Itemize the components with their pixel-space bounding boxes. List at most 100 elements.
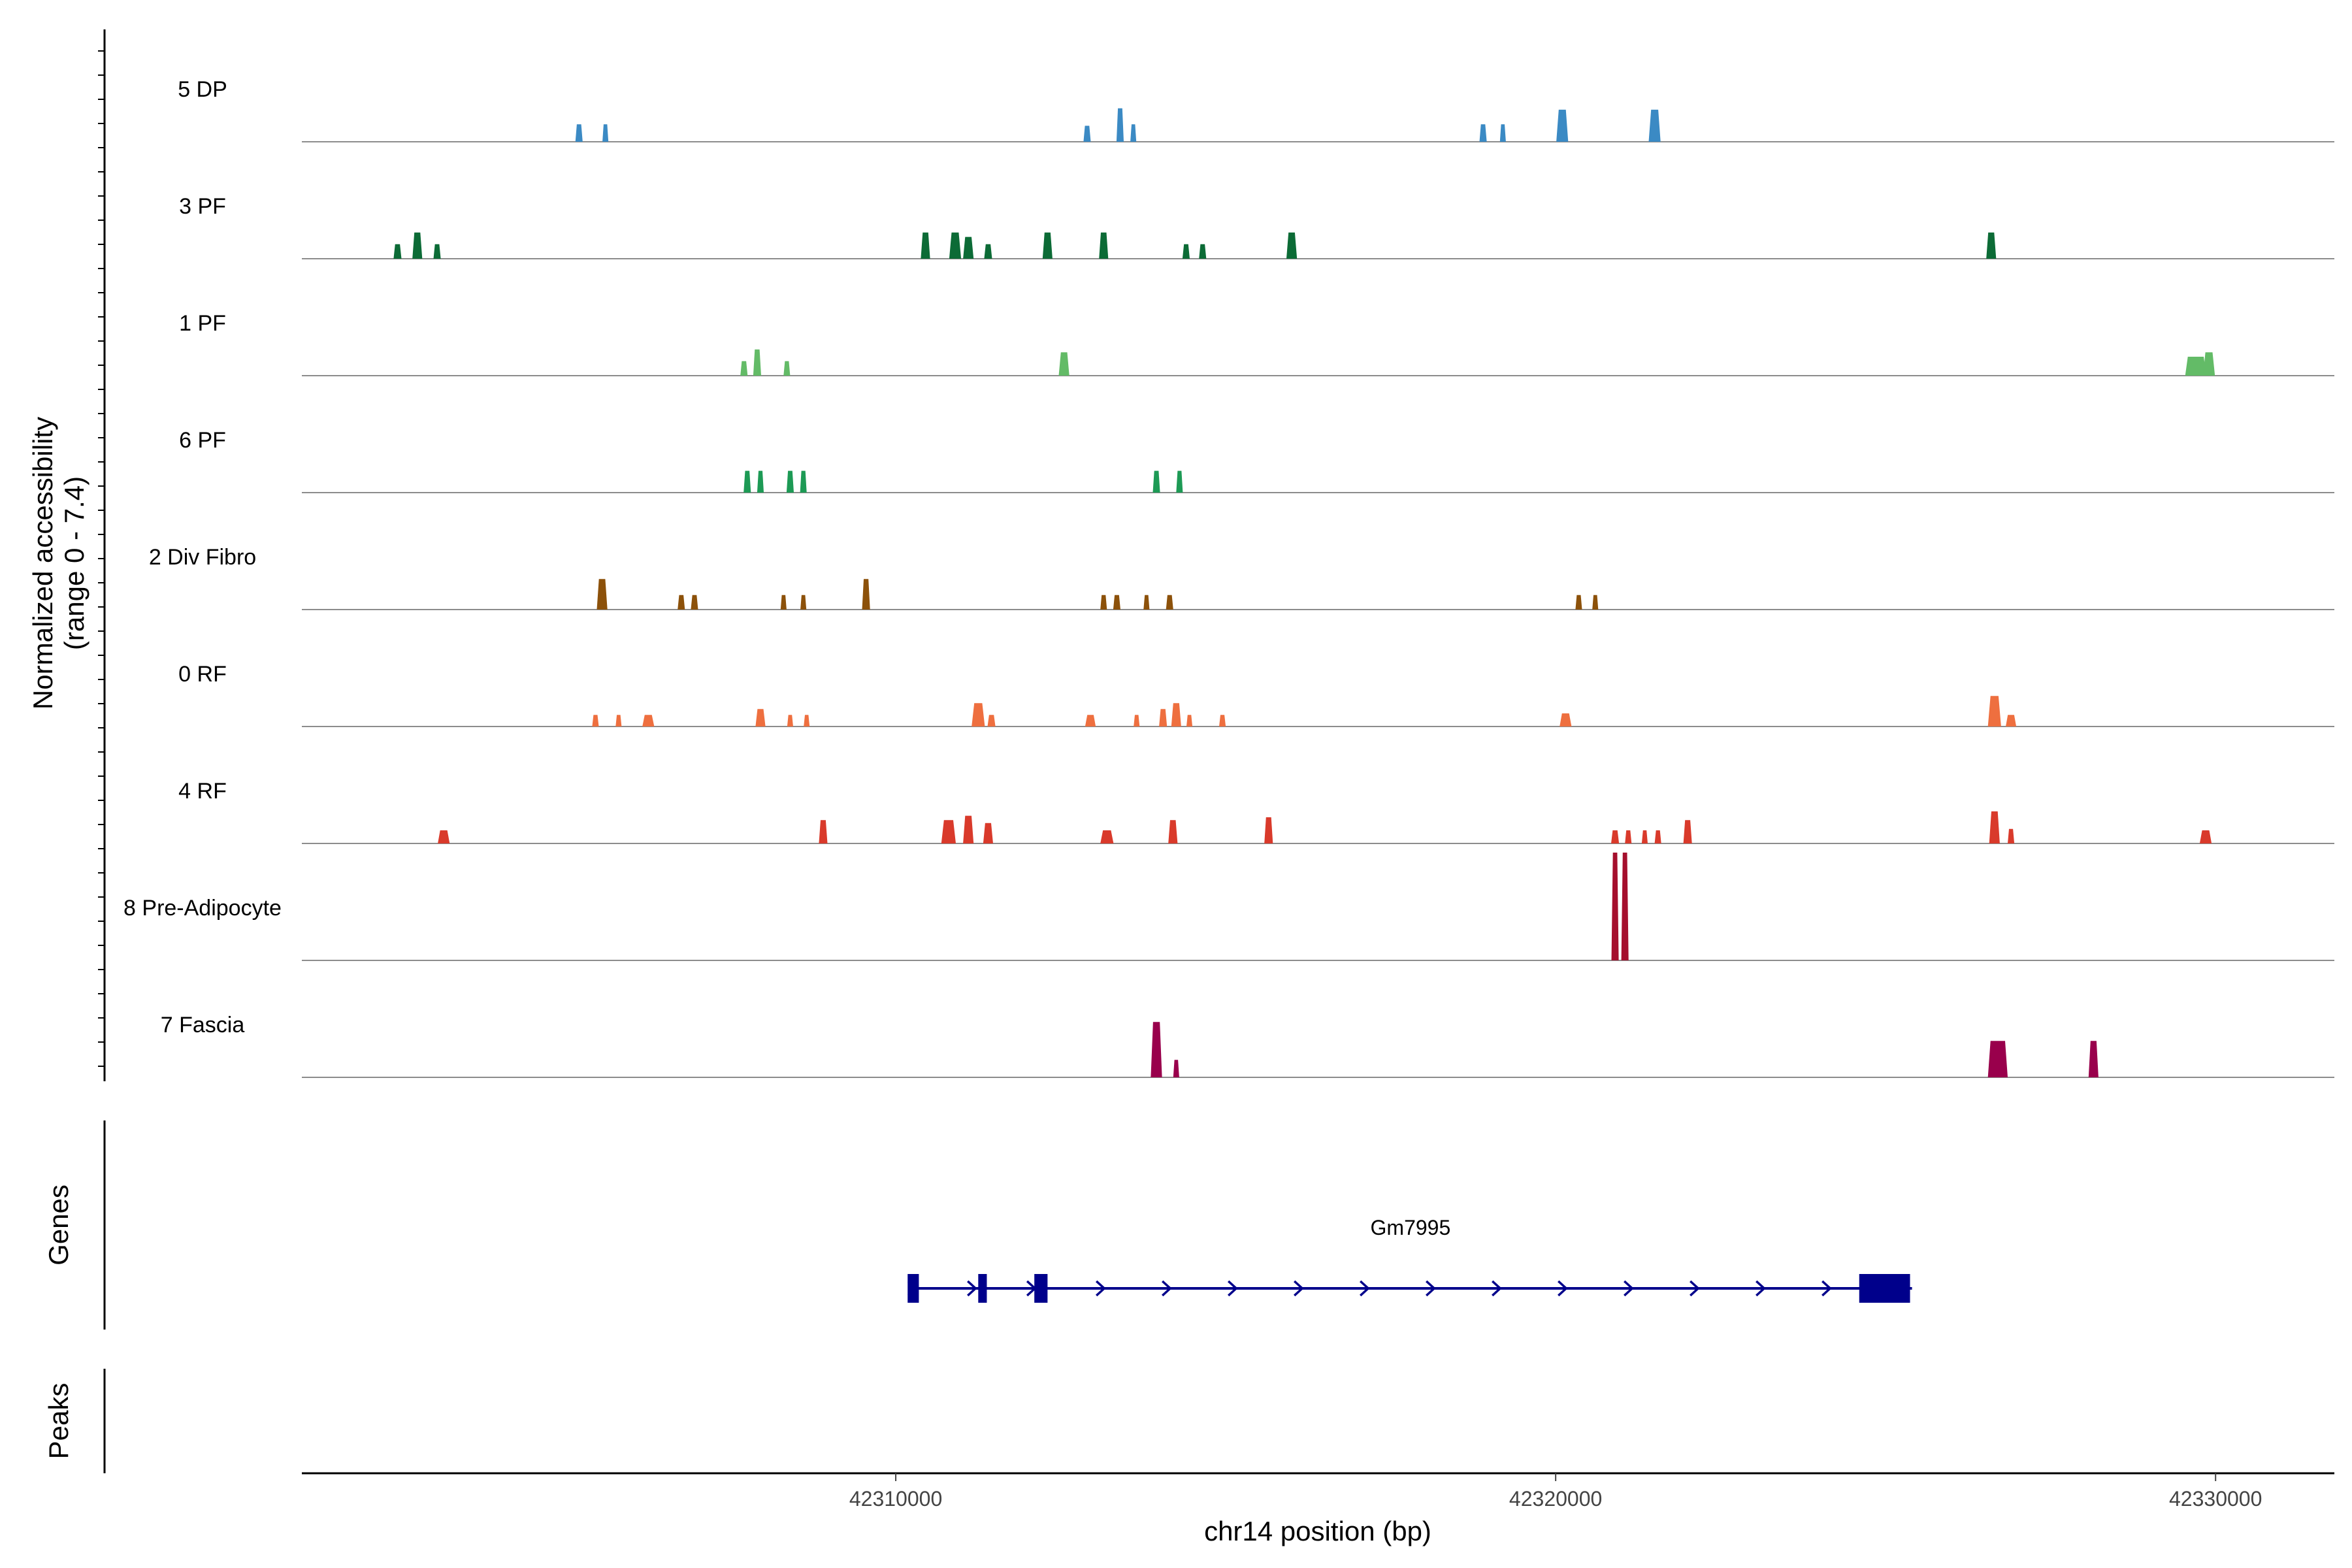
coverage-peak: [949, 232, 962, 259]
coverage-peak: [642, 715, 655, 727]
track-2-div-fibro: 2 Div Fibro: [149, 545, 2334, 610]
gene-track: Gm7995: [907, 1216, 1912, 1303]
coverage-peak: [1182, 244, 1190, 259]
track-label: 7 Fascia: [161, 1013, 245, 1037]
strand-arrow: [1492, 1280, 1502, 1297]
track-label: 1 PF: [179, 311, 226, 336]
strand-arrow: [1690, 1280, 1700, 1297]
track-1-pf: 1 PF: [179, 311, 2334, 376]
coverage-peak: [1100, 830, 1114, 843]
coverage-peak: [1989, 811, 2000, 843]
coverage-peak: [1152, 470, 1160, 493]
coverage-peak: [433, 244, 441, 259]
coverage-peak: [1173, 1060, 1179, 1077]
track-label: 0 RF: [178, 662, 227, 687]
coverage-peak: [1219, 715, 1226, 727]
coverage-peak: [1159, 709, 1168, 727]
coverage-peak: [678, 595, 685, 610]
coverage-peak: [1641, 830, 1648, 843]
coverage-peak: [941, 820, 956, 843]
gene-exon: [1034, 1274, 1048, 1303]
x-axis-title: chr14 position (bp): [1204, 1516, 1431, 1546]
coverage-peak: [2203, 352, 2215, 376]
coverage-peak: [2199, 830, 2212, 843]
coverage-peak: [983, 823, 993, 843]
peaks-axis-title: Peaks: [43, 1383, 74, 1460]
strand-arrow: [1162, 1280, 1172, 1297]
coverage-peak: [575, 124, 583, 142]
coverage-peak: [963, 237, 974, 259]
coverage-peak: [1042, 232, 1053, 259]
strand-arrow: [1360, 1280, 1370, 1297]
coverage-peak: [783, 361, 791, 376]
strand-arrow: [1426, 1280, 1436, 1297]
coverage-peak: [438, 830, 450, 843]
coverage-peak: [787, 715, 793, 727]
track-label: 5 DP: [178, 77, 227, 102]
coverage-peak: [1186, 715, 1193, 727]
coverage-peak: [1199, 244, 1207, 259]
coverage-peak: [2008, 828, 2015, 843]
track-0-rf: 0 RF: [178, 662, 2334, 727]
coverage-peak: [921, 232, 930, 259]
track-label: 8 Pre-Adipocyte: [123, 896, 282, 921]
coverage-peak: [862, 579, 870, 610]
coverage-peak: [1286, 232, 1298, 259]
coverage-peak: [972, 703, 985, 727]
coverage-peak: [1625, 830, 1632, 843]
strand-arrow: [1095, 1280, 1106, 1297]
coverage-peak: [1166, 595, 1173, 610]
x-tick-label: 42320000: [1509, 1487, 1602, 1511]
coverage-peak: [412, 232, 423, 259]
coverage-peak: [804, 715, 810, 727]
position-x-axis: 42310000 42320000 42330000: [302, 1472, 2334, 1511]
track-label: 4 RF: [178, 779, 227, 804]
coverage-peak: [1575, 595, 1582, 610]
coverage-peak: [691, 595, 698, 610]
track-label: 6 PF: [179, 428, 226, 453]
coverage-peak: [1479, 124, 1487, 142]
coverage-peak: [1592, 595, 1599, 610]
x-tick-label: 42310000: [849, 1487, 942, 1511]
coverage-peak: [2088, 1041, 2099, 1077]
track-8-pre-adipocyte: 8 Pre-Adipocyte: [123, 853, 2334, 961]
coverage-peak: [1986, 232, 1997, 259]
track-3-pf: 3 PF: [179, 194, 2334, 259]
strand-arrow: [1624, 1280, 1634, 1297]
coverage-peak: [1130, 124, 1137, 142]
strand-arrow: [1821, 1280, 1832, 1297]
coverage-peak: [1654, 830, 1661, 843]
coverage-peak: [1556, 109, 1569, 142]
coverage-peak: [963, 815, 974, 843]
coverage-peak: [1987, 1041, 2008, 1077]
coverage-peak: [740, 361, 748, 376]
coverage-peak: [743, 470, 751, 493]
x-tick-label: 42330000: [2169, 1487, 2262, 1511]
track-label: 2 Div Fibro: [149, 545, 256, 570]
coverage-peak: [987, 715, 996, 727]
coverage-peak: [1611, 830, 1620, 843]
gene-label: Gm7995: [1371, 1216, 1451, 1239]
coverage-peak: [592, 715, 599, 727]
coverage-peak: [786, 470, 794, 493]
coverage-peak: [819, 820, 828, 843]
coverage-peak: [596, 579, 608, 610]
track-label: 3 PF: [179, 194, 226, 219]
gene-exon: [907, 1274, 919, 1303]
coverage-peak: [1621, 853, 1629, 960]
coverage-peak: [780, 595, 787, 610]
coverage-peak: [1683, 820, 1692, 843]
gene-exon: [978, 1274, 987, 1303]
coverage-peak: [393, 244, 402, 259]
coverage-peak: [1099, 232, 1109, 259]
coverage-peak: [1987, 696, 2001, 727]
strand-arrow: [1228, 1280, 1238, 1297]
coverage-peak: [800, 470, 807, 493]
coverage-peak: [2006, 715, 2017, 727]
track-4-rf: 4 RF: [178, 779, 2334, 844]
track-7-fascia: 7 Fascia: [161, 1013, 2334, 1078]
coverage-peak: [1100, 595, 1107, 610]
y-axis-title-line1: Normalized accessibility: [27, 417, 58, 710]
